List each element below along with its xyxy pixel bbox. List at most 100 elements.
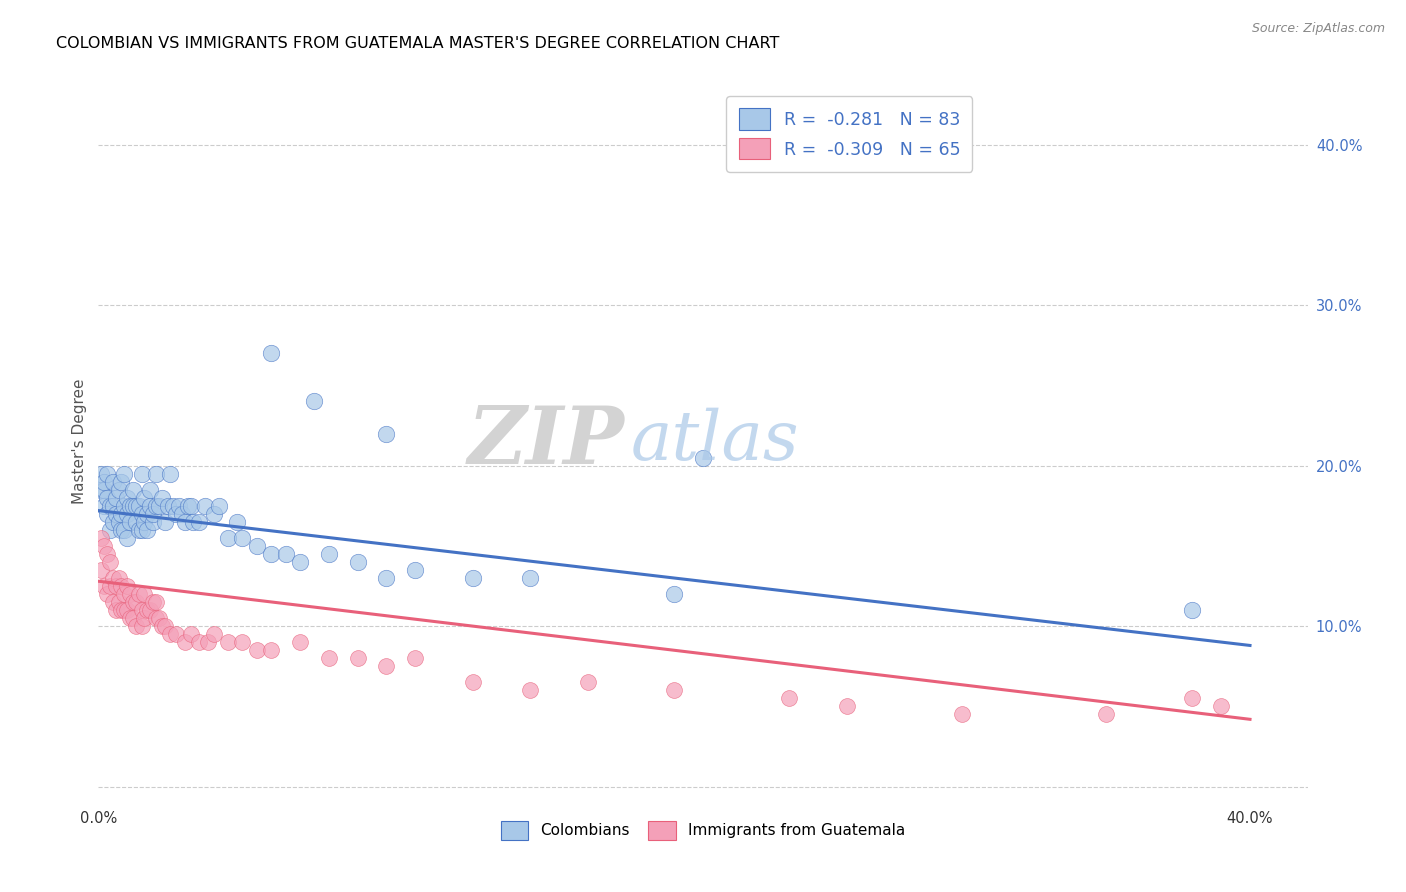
Point (1095, 707, 1118, 722)
Point (375, 571, 398, 585)
Point (188, 635, 211, 649)
Point (110, 475, 132, 489)
Point (150, 491, 173, 505)
Point (1181, 603, 1204, 617)
Point (318, 547, 340, 561)
Point (128, 523, 150, 537)
Point (115, 507, 138, 521)
Point (104, 491, 127, 505)
Point (107, 515, 129, 529)
Point (104, 579, 127, 593)
Point (664, 587, 686, 601)
Point (98, 579, 121, 593)
Point (165, 507, 187, 521)
Text: COLOMBIAN VS IMMIGRANTS FROM GUATEMALA MASTER'S DEGREE CORRELATION CHART: COLOMBIAN VS IMMIGRANTS FROM GUATEMALA M… (56, 36, 779, 51)
Point (375, 659, 398, 673)
Point (159, 467, 181, 481)
Point (134, 611, 156, 625)
Point (125, 515, 148, 529)
Point (180, 627, 202, 641)
Point (142, 507, 165, 521)
Point (115, 531, 138, 545)
Point (112, 603, 135, 617)
Point (173, 515, 195, 529)
Point (148, 611, 170, 625)
Point (664, 683, 686, 698)
Point (101, 499, 124, 513)
Point (112, 523, 135, 537)
Point (139, 603, 162, 617)
Point (375, 426, 398, 441)
Point (96, 467, 118, 481)
Point (139, 499, 162, 513)
Point (101, 571, 124, 585)
Point (246, 643, 269, 657)
Point (122, 499, 145, 513)
Point (519, 683, 541, 698)
Point (208, 499, 231, 513)
Point (346, 555, 368, 569)
Point (288, 555, 311, 569)
Point (98, 523, 121, 537)
Point (202, 507, 225, 521)
Point (131, 507, 153, 521)
Point (120, 587, 142, 601)
Point (461, 571, 484, 585)
Point (96, 507, 118, 521)
Point (260, 346, 283, 360)
Point (93, 579, 115, 593)
Point (104, 507, 127, 521)
Point (183, 515, 205, 529)
Point (136, 603, 159, 617)
Point (145, 467, 167, 481)
Point (231, 531, 253, 545)
Point (115, 603, 138, 617)
Point (153, 619, 176, 633)
Point (96, 491, 118, 505)
Point (93, 499, 115, 513)
Point (170, 507, 193, 521)
Point (217, 531, 239, 545)
Point (145, 499, 167, 513)
Point (120, 611, 142, 625)
Point (125, 499, 148, 513)
Point (173, 635, 195, 649)
Y-axis label: Master's Degree: Master's Degree (72, 379, 87, 504)
Point (131, 619, 153, 633)
Point (188, 515, 211, 529)
Point (318, 651, 340, 665)
Point (197, 635, 219, 649)
Point (260, 643, 283, 657)
Point (576, 675, 599, 690)
Point (131, 467, 153, 481)
Point (101, 475, 124, 489)
Point (112, 499, 135, 513)
Point (122, 611, 145, 625)
Point (461, 675, 484, 690)
Point (101, 515, 124, 529)
Point (93, 539, 115, 553)
Point (104, 603, 127, 617)
Legend: Colombians, Immigrants from Guatemala: Colombians, Immigrants from Guatemala (495, 815, 911, 846)
Point (150, 619, 173, 633)
Point (145, 611, 167, 625)
Point (93, 483, 115, 497)
Point (96, 587, 118, 601)
Point (404, 563, 426, 577)
Point (134, 587, 156, 601)
Text: ZIP: ZIP (468, 403, 624, 480)
Point (134, 515, 156, 529)
Point (136, 523, 159, 537)
Point (125, 619, 148, 633)
Point (950, 707, 973, 722)
Point (231, 635, 253, 649)
Text: Source: ZipAtlas.com: Source: ZipAtlas.com (1251, 22, 1385, 36)
Point (90, 467, 112, 481)
Point (115, 491, 138, 505)
Point (202, 627, 225, 641)
Point (136, 507, 159, 521)
Point (131, 523, 153, 537)
Point (110, 603, 132, 617)
Point (225, 515, 247, 529)
Point (156, 499, 179, 513)
